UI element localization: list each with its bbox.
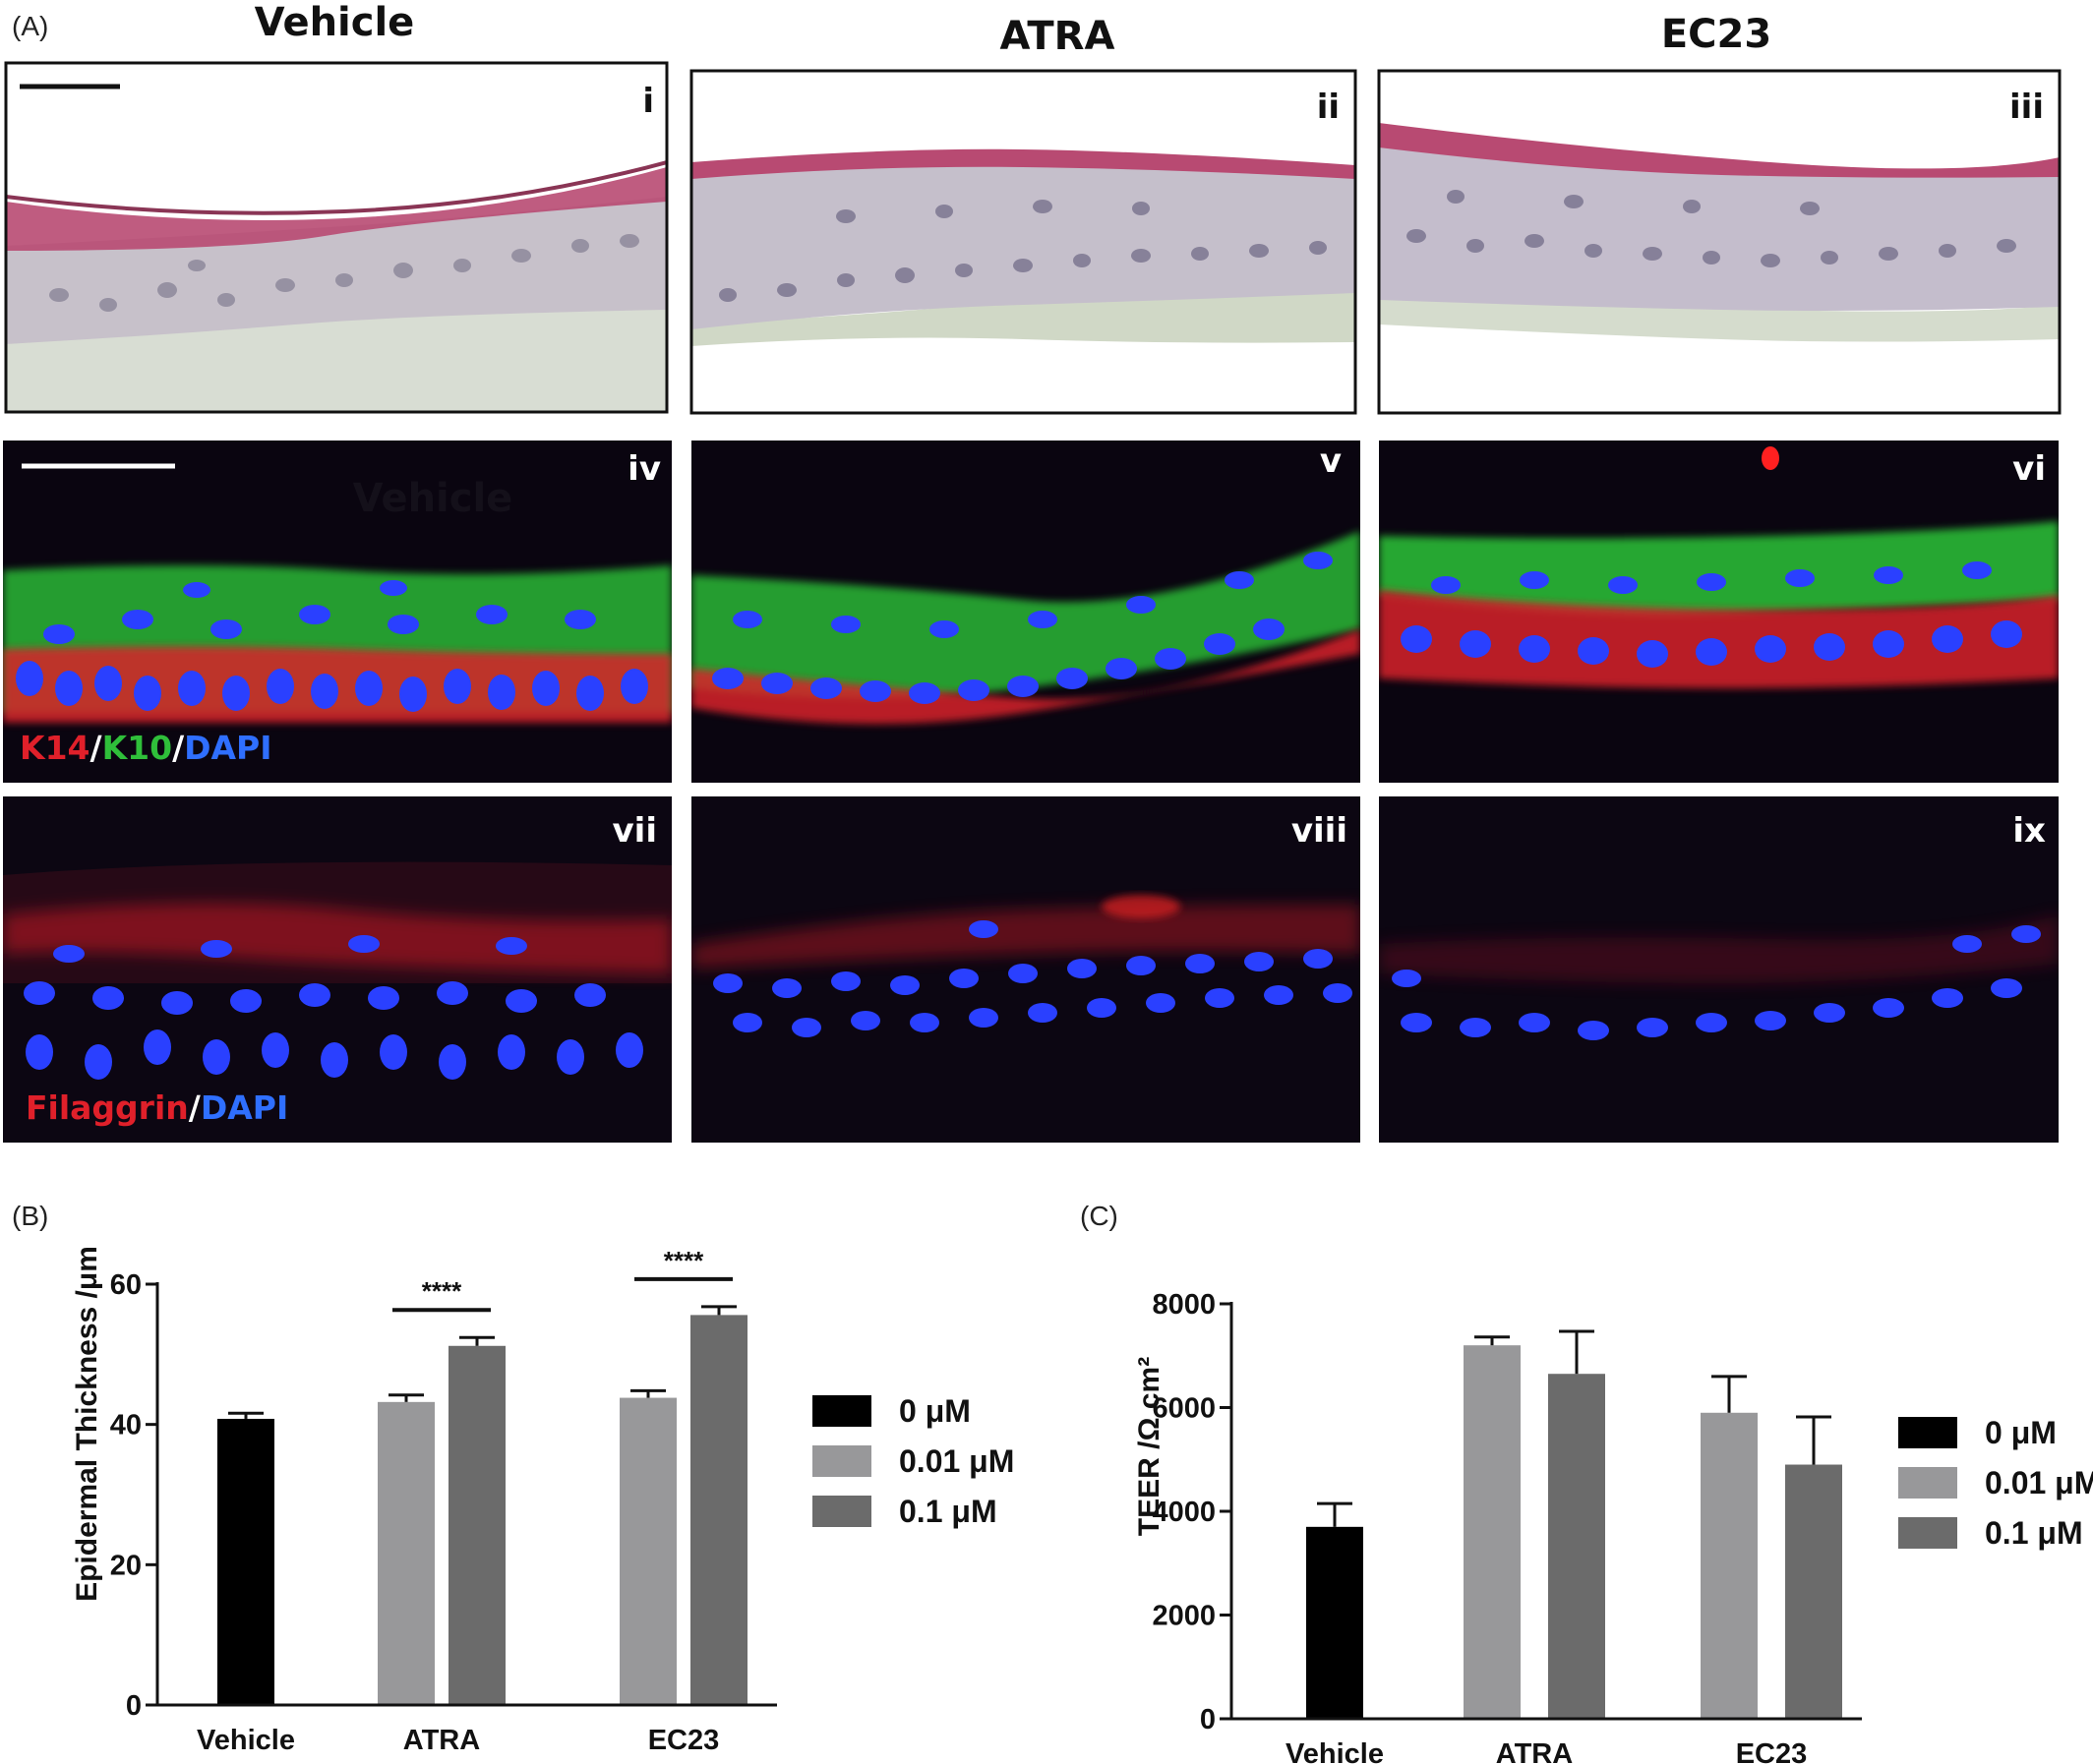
c-bar-atra-2 — [1548, 1374, 1605, 1719]
chart-epidermal-thickness: 0 20 40 60 Vehicle ATRA EC23 **** **** Epiderm… — [71, 1246, 1014, 1756]
if-k14-image-atra — [691, 441, 1360, 783]
he-image-atra — [691, 71, 1355, 413]
c-legend-swatch-0 — [1898, 1417, 1957, 1448]
b-category-label-vehicle: Vehicle — [197, 1725, 295, 1756]
panel-label-a: (A) — [12, 11, 48, 41]
b-bar-vehicle-0 — [217, 1418, 274, 1705]
column-title-atra: ATRA — [1000, 14, 1115, 59]
b-sig-label-0: **** — [422, 1276, 462, 1306]
he-image-vehicle — [6, 63, 667, 412]
panel-frame-i — [4, 61, 669, 414]
c-y-tick-label-3: 6000 — [1152, 1393, 1216, 1425]
subpanel-label-iii: iii — [2009, 88, 2044, 127]
c-legend-label-2: 0.1 μM — [1985, 1515, 2083, 1551]
subpanel-label-vi: vi — [2012, 449, 2046, 489]
b-bar-ec23-2 — [690, 1315, 748, 1705]
c-category-label-vehicle: Vehicle — [1286, 1738, 1384, 1764]
b-y-tick-label-3: 60 — [110, 1269, 142, 1301]
b-sig-label-1: **** — [664, 1246, 704, 1275]
c-bar-atra-1 — [1464, 1345, 1521, 1719]
panel-frame-iii — [1377, 69, 2062, 415]
ghost-text: Vehicle — [353, 476, 513, 521]
c-bar-vehicle-0 — [1306, 1526, 1363, 1719]
c-y-tick-label-0: 0 — [1200, 1704, 1216, 1735]
column-title-vehicle: Vehicle — [255, 0, 415, 45]
stain-legend-filaggrin-dapi: Filaggrin/DAPI — [26, 1088, 288, 1127]
stain-legend-k14-k10-dapi: K14/K10/DAPI — [20, 729, 272, 767]
b-y-tick-label-2: 40 — [110, 1410, 142, 1441]
c-legend-label-1: 0.01 μM — [1985, 1465, 2093, 1500]
c-legend-swatch-1 — [1898, 1467, 1957, 1499]
if-filaggrin-image-atra — [691, 796, 1360, 1143]
b-legend-label-0: 0 μM — [899, 1393, 971, 1429]
c-bar-ec23-2 — [1785, 1464, 1842, 1719]
subpanel-label-vii: vii — [613, 811, 657, 851]
b-y-tick-label-0: 0 — [126, 1690, 142, 1722]
he-image-ec23 — [1379, 71, 2060, 413]
c-legend-label-0: 0 μM — [1985, 1415, 2057, 1450]
if-k14-image-ec23 — [1379, 441, 2059, 783]
b-bar-atra-2 — [448, 1345, 506, 1705]
panel-label-b: (B) — [12, 1201, 48, 1231]
c-y-tick-label-4: 8000 — [1152, 1289, 1216, 1321]
if-filaggrin-image-ec23 — [1379, 796, 2059, 1143]
subpanel-label-ix: ix — [2012, 811, 2046, 851]
b-bar-atra-1 — [378, 1401, 435, 1705]
b-y-tick-label-1: 20 — [110, 1550, 142, 1581]
b-legend-swatch-0 — [812, 1395, 871, 1427]
column-title-ec23: EC23 — [1661, 12, 1771, 57]
panel-label-c: (C) — [1080, 1201, 1118, 1231]
panel-frame-ii — [689, 69, 1357, 415]
if-filaggrin-image-vehicle — [3, 796, 672, 1143]
b-legend-swatch-1 — [812, 1445, 871, 1477]
b-y-axis-label: Epidermal Thickness /μm — [71, 1246, 103, 1602]
b-legend-swatch-2 — [812, 1496, 871, 1527]
c-category-label-atra: ATRA — [1496, 1738, 1573, 1764]
c-legend-swatch-2 — [1898, 1517, 1957, 1549]
c-y-tick-label-2: 4000 — [1152, 1497, 1216, 1528]
b-category-label-ec23: EC23 — [648, 1725, 720, 1756]
c-y-axis-label: TEER /Ω cm² — [1133, 1357, 1166, 1536]
subpanel-label-viii: viii — [1291, 811, 1347, 851]
c-category-label-ec23: EC23 — [1736, 1738, 1808, 1764]
b-category-label-atra: ATRA — [403, 1725, 480, 1756]
subpanel-label-iv: iv — [628, 449, 661, 489]
b-legend-label-1: 0.01 μM — [899, 1443, 1014, 1479]
b-legend-label-2: 0.1 μM — [899, 1494, 997, 1529]
subpanel-label-i: i — [642, 82, 654, 121]
subpanel-label-ii: ii — [1317, 88, 1340, 127]
c-bar-ec23-1 — [1701, 1412, 1758, 1719]
c-y-tick-label-1: 2000 — [1152, 1601, 1216, 1632]
if-k14-image-vehicle: Vehicle — [3, 441, 672, 783]
chart-teer: 0 2000 4000 6000 8000 Vehicle ATRA EC23 TEER /… — [1133, 1289, 2093, 1764]
b-bar-ec23-1 — [620, 1397, 677, 1705]
subpanel-label-v: v — [1320, 441, 1342, 481]
